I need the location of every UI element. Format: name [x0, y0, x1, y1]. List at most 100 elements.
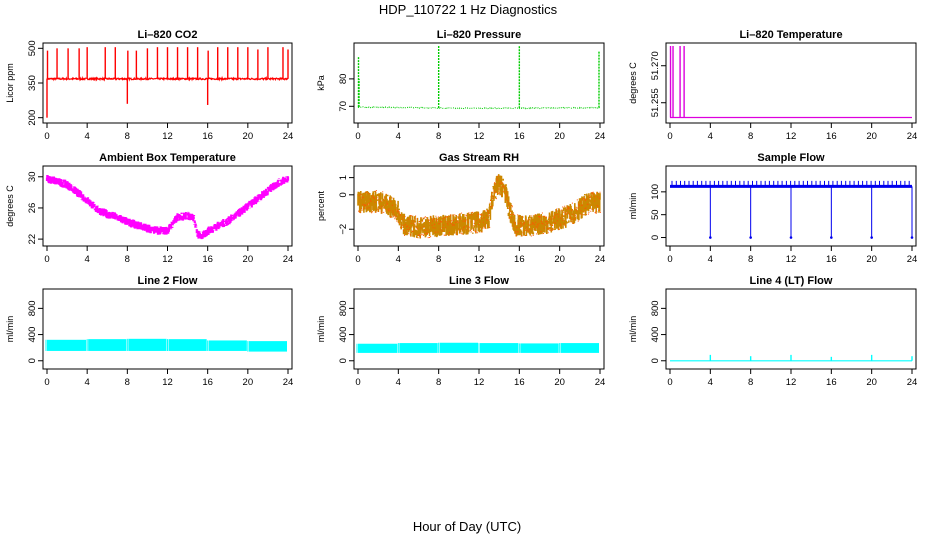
data-point [870, 236, 873, 239]
flow-block [560, 343, 599, 353]
x-tick-label: 24 [283, 377, 294, 388]
y-tick-label: 800 [338, 300, 349, 316]
y-tick-label: 51.255 [650, 88, 661, 117]
y-tick-label: −2 [338, 224, 349, 235]
panel-title: Li–820 CO2 [138, 29, 198, 41]
y-tick-label: 200 [27, 110, 38, 126]
plot-frame [665, 42, 917, 124]
flow-ticks [671, 180, 910, 187]
panel-licor_temp: Li–820 Temperature 0 4 8 12 16 20 24 51.255 51.27… [628, 29, 917, 142]
y-tick-label: 400 [338, 327, 349, 343]
panel-co2: Li–820 CO2 0 4 8 12 16 20 24 200 350 500 Licor ppm [5, 29, 293, 142]
series-pressure [357, 46, 601, 110]
y-tick-label: 400 [27, 327, 38, 343]
x-tick-label: 24 [595, 131, 606, 142]
panel-title: Sample Flow [757, 152, 825, 164]
x-tick-label: 20 [554, 254, 565, 265]
x-tick-label: 8 [748, 377, 753, 388]
x-tick-label: 12 [786, 254, 797, 265]
flow-block [47, 339, 87, 351]
x-tick-label: 12 [786, 377, 797, 388]
y-tick-label: 26 [27, 203, 38, 214]
x-tick-label: 12 [474, 131, 485, 142]
figure-title: HDP_110722 1 Hz Diagnostics [379, 2, 558, 17]
data-point [830, 236, 833, 239]
flow-block [358, 343, 398, 353]
y-tick-label: 30 [27, 172, 38, 183]
y-tick-label: 0 [338, 358, 349, 363]
panel-title: Line 4 (LT) Flow [750, 275, 833, 287]
panel-title: Line 3 Flow [449, 275, 509, 287]
x-axis-caption: Hour of Day (UTC) [413, 519, 521, 534]
x-tick-label: 24 [283, 254, 294, 265]
x-tick-label: 0 [44, 254, 49, 265]
y-tick-label: 0 [338, 192, 349, 197]
x-tick-label: 20 [866, 254, 877, 265]
flow-block [399, 343, 438, 353]
x-tick-label: 16 [514, 254, 525, 265]
x-tick-label: 0 [667, 131, 672, 142]
data-line [357, 105, 601, 110]
y-axis-label: Licor ppm [5, 63, 15, 103]
data-band [357, 174, 601, 239]
x-tick-label: 12 [474, 254, 485, 265]
x-tick-label: 24 [907, 254, 918, 265]
y-tick-label: 800 [27, 300, 38, 316]
panel-line3_flow: Line 3 Flow 0 4 8 12 16 20 24 0 400 800 ml/min [316, 275, 605, 388]
flow-block [480, 343, 519, 353]
series-line2_flow [45, 338, 287, 352]
x-tick-label: 12 [474, 377, 485, 388]
y-tick-label: 350 [27, 75, 38, 91]
panel-line2_flow: Line 2 Flow 0 4 8 12 16 20 24 0 400 800 ml/min [5, 275, 293, 388]
plot-frame [42, 288, 293, 370]
x-tick-label: 8 [748, 131, 753, 142]
data-point [709, 236, 712, 239]
x-tick-label: 4 [85, 377, 90, 388]
x-tick-label: 0 [667, 254, 672, 265]
y-axis-label: kPa [316, 75, 326, 91]
x-tick-label: 12 [162, 131, 173, 142]
x-tick-label: 4 [85, 131, 90, 142]
x-tick-label: 16 [514, 377, 525, 388]
y-tick-label: 0 [650, 358, 661, 363]
y-axis-label: ml/min [5, 316, 15, 343]
flow-block [208, 340, 247, 351]
y-tick-label: 0 [650, 235, 661, 240]
y-axis-label: degrees C [628, 62, 638, 104]
x-tick-label: 20 [866, 131, 877, 142]
x-tick-label: 12 [162, 377, 173, 388]
y-tick-label: 51.270 [650, 51, 661, 80]
panel-pressure: Li–820 Pressure 0 4 8 12 16 20 24 70 80 kPa [316, 29, 605, 142]
flow-block [439, 342, 478, 353]
x-tick-label: 0 [667, 377, 672, 388]
x-tick-label: 16 [202, 377, 213, 388]
series-box_temp [45, 175, 290, 240]
series-co2 [46, 47, 289, 118]
x-tick-label: 16 [514, 131, 525, 142]
x-tick-label: 8 [436, 254, 441, 265]
y-tick-label: 70 [338, 101, 349, 112]
x-tick-label: 0 [355, 254, 360, 265]
y-tick-label: 50 [650, 209, 661, 220]
x-tick-label: 0 [355, 377, 360, 388]
x-tick-label: 4 [85, 254, 90, 265]
y-tick-label: 400 [650, 327, 661, 343]
y-axis-label: ml/min [628, 316, 638, 343]
series-line4_flow [670, 354, 913, 362]
panel-title: Ambient Box Temperature [99, 152, 236, 164]
x-tick-label: 20 [243, 377, 254, 388]
x-tick-label: 0 [44, 131, 49, 142]
x-tick-label: 20 [243, 131, 254, 142]
x-tick-label: 16 [826, 131, 837, 142]
flow-block [88, 339, 127, 351]
x-tick-label: 24 [907, 377, 918, 388]
data-band [45, 175, 290, 240]
panel-title: Li–820 Temperature [739, 29, 842, 41]
x-tick-label: 20 [554, 377, 565, 388]
y-axis-label: percent [316, 190, 326, 221]
x-tick-label: 8 [748, 254, 753, 265]
flow-block [248, 341, 287, 352]
flow-block [128, 338, 167, 351]
